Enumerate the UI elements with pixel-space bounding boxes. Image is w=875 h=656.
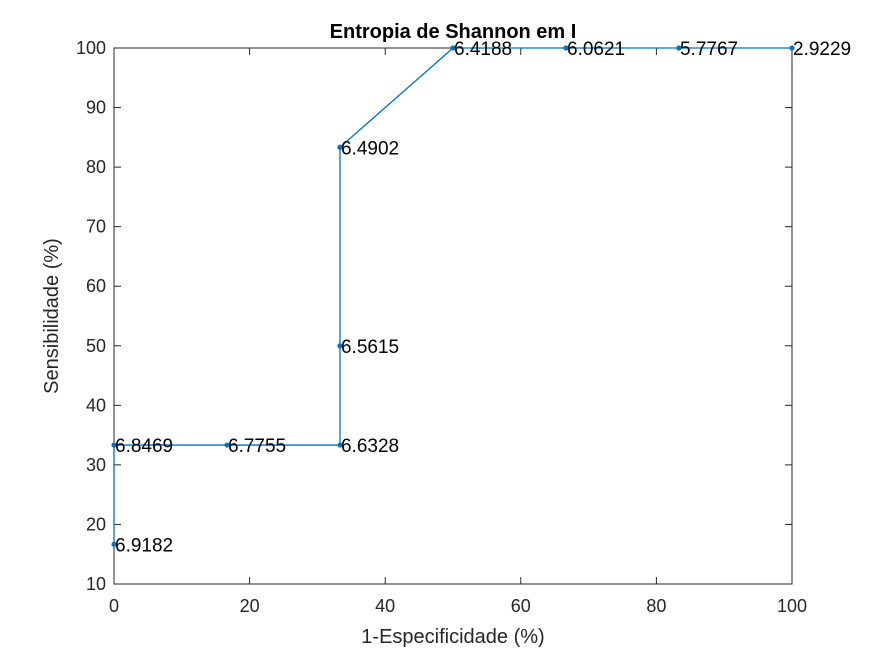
data-label: 6.7755 <box>228 436 286 457</box>
y-axis-label: Sensibilidade (%) <box>41 238 63 394</box>
x-tick-label: 80 <box>646 596 666 616</box>
data-point <box>111 442 117 448</box>
y-tick-label: 100 <box>76 38 106 58</box>
data-point <box>337 343 343 349</box>
x-tick-label: 20 <box>240 596 260 616</box>
y-tick-label: 90 <box>86 98 106 118</box>
data-point <box>337 442 343 448</box>
y-tick-label: 40 <box>86 395 106 415</box>
x-axis-label: 1-Especificidade (%) <box>361 626 544 648</box>
y-tick-label: 70 <box>86 217 106 237</box>
data-label: 5.7767 <box>680 39 738 60</box>
data-point <box>224 442 230 448</box>
y-tick-label: 20 <box>86 514 106 534</box>
data-label: 6.4902 <box>341 138 399 159</box>
data-label: 2.9229 <box>793 39 851 60</box>
plot-area <box>113 47 793 585</box>
data-label: 6.5615 <box>341 337 399 358</box>
data-point <box>450 45 456 51</box>
data-label: 6.9182 <box>115 535 173 556</box>
x-tick-label: 100 <box>777 596 807 616</box>
data-point <box>337 144 343 150</box>
data-point <box>111 541 117 547</box>
y-tick-label: 50 <box>86 336 106 356</box>
series-group <box>111 45 795 547</box>
x-tick-label: 0 <box>109 596 119 616</box>
y-tick-label: 30 <box>86 455 106 475</box>
data-point <box>676 45 682 51</box>
data-label: 6.0621 <box>567 39 625 60</box>
data-labels-group: 6.9182 6.8469 6.7755 6.6328 6.5615 6.4902 6.41… <box>115 39 851 556</box>
data-label: 6.8469 <box>115 436 173 457</box>
y-tick-label: 80 <box>86 157 106 177</box>
y-tick-label: 60 <box>86 276 106 296</box>
plot-box <box>113 47 793 585</box>
y-tick-label: 10 <box>86 574 106 594</box>
data-label: 6.4188 <box>454 39 512 60</box>
x-tick-label: 60 <box>511 596 531 616</box>
series-line <box>113 47 792 545</box>
data-point <box>563 45 569 51</box>
chart-title: Entropia de Shannon em I <box>330 21 577 43</box>
data-point <box>789 45 795 51</box>
axis-ticks: 0 20 40 60 80 100 10 20 30 40 50 60 70 80 90 100 <box>76 38 807 616</box>
data-label: 6.6328 <box>341 436 399 457</box>
x-tick-label: 40 <box>375 596 395 616</box>
